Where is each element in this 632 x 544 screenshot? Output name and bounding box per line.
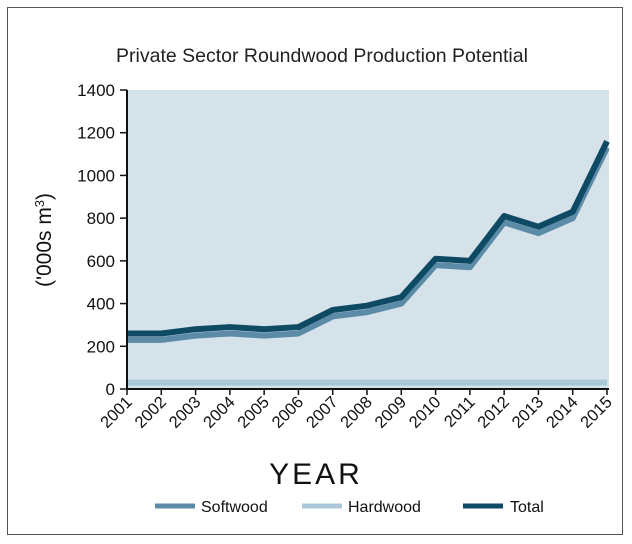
x-tick-label: 2003 bbox=[166, 393, 205, 432]
x-tick-label: 2011 bbox=[441, 393, 479, 431]
x-tick-label: 2002 bbox=[131, 393, 170, 432]
y-ticks: 0 200 400 600 800 1000 1200 1400 bbox=[77, 81, 127, 399]
y-axis-label-main: ('000s m bbox=[33, 207, 56, 287]
x-tick-label: 2015 bbox=[577, 393, 616, 432]
x-ticks: 2001200220032004200520062007200820092010… bbox=[97, 389, 616, 432]
legend-label-total: Total bbox=[510, 499, 544, 516]
y-axis-label-close: ) bbox=[33, 193, 56, 200]
chart-title: Private Sector Roundwood Production Pote… bbox=[116, 45, 528, 67]
y-tick-label: 400 bbox=[87, 295, 115, 314]
x-tick-label: 2008 bbox=[337, 393, 376, 432]
x-tick-label: 2014 bbox=[543, 393, 582, 432]
legend-label-hardwood: Hardwood bbox=[348, 499, 421, 516]
x-axis-label: YEAR bbox=[269, 458, 363, 491]
x-tick-label: 2013 bbox=[509, 393, 548, 432]
x-tick-label: 2009 bbox=[371, 393, 410, 432]
y-axis-label: ('000s m3) bbox=[32, 193, 57, 287]
x-tick-label: 2004 bbox=[200, 393, 239, 432]
plot-background bbox=[127, 90, 609, 389]
y-tick-label: 600 bbox=[87, 252, 115, 271]
x-tick-label: 2001 bbox=[97, 393, 136, 432]
y-tick-label: 1400 bbox=[77, 81, 115, 100]
y-tick-label: 0 bbox=[106, 380, 115, 399]
axes bbox=[126, 90, 609, 390]
x-tick-label: 2012 bbox=[474, 393, 513, 432]
series-lines bbox=[126, 139, 610, 386]
y-tick-label: 1200 bbox=[77, 124, 115, 143]
legend: Softwood Hardwood Total bbox=[155, 499, 544, 516]
x-tick-label: 2010 bbox=[406, 393, 445, 432]
x-tick-label: 2007 bbox=[303, 393, 342, 432]
y-tick-label: 1000 bbox=[77, 166, 115, 185]
y-tick-label: 800 bbox=[87, 209, 115, 228]
y-tick-label: 200 bbox=[87, 337, 115, 356]
y-axis-label-superscript: 3 bbox=[32, 200, 47, 207]
x-tick-label: 2005 bbox=[234, 393, 273, 432]
legend-label-softwood: Softwood bbox=[201, 499, 268, 516]
x-tick-label: 2006 bbox=[269, 393, 308, 432]
